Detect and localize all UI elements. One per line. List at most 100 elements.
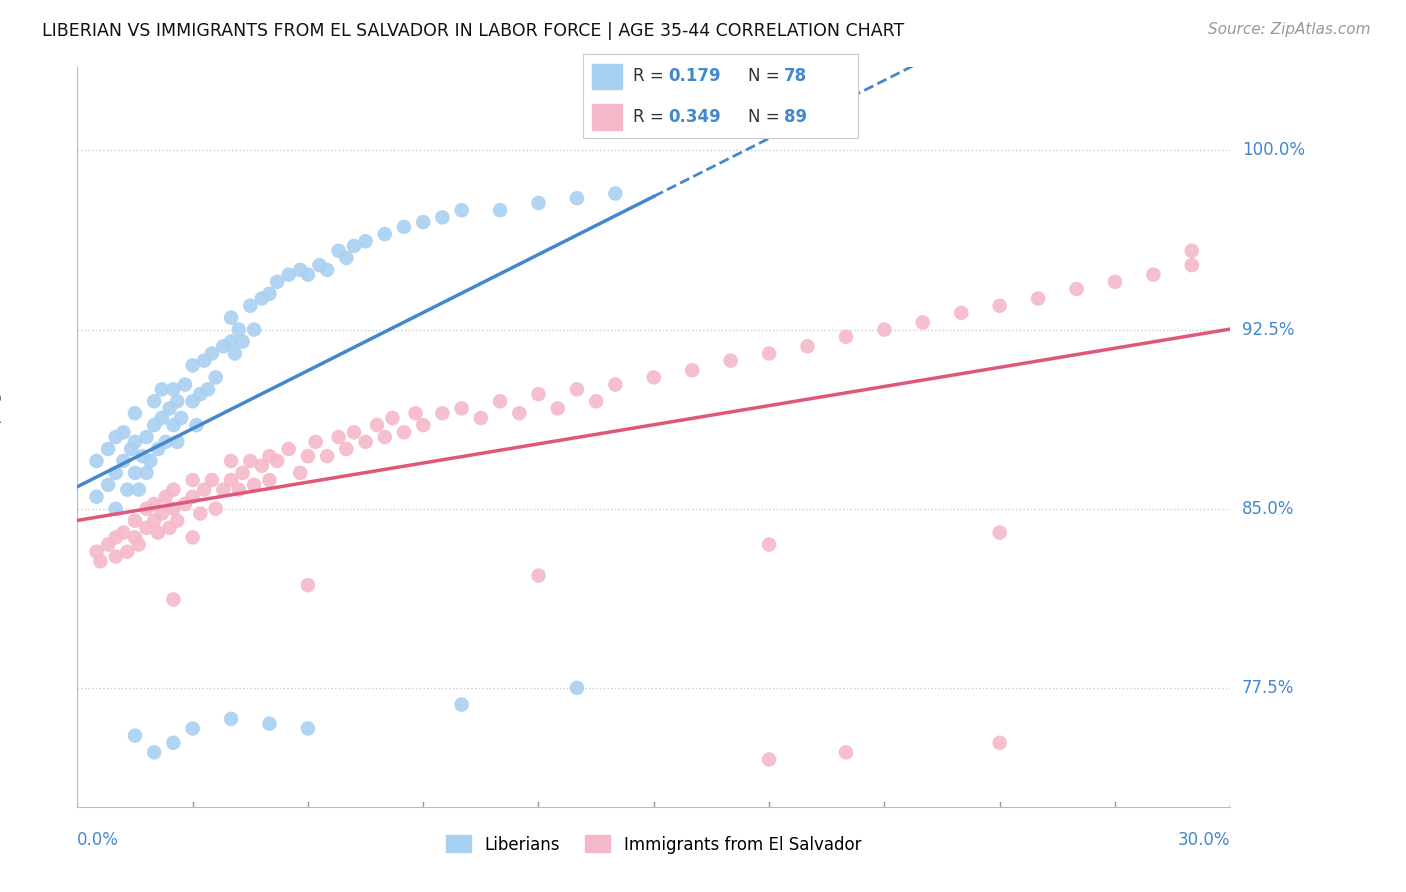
Point: [290, 263, 312, 277]
Point: [188, 387, 211, 401]
Point: [143, 514, 166, 528]
Point: [139, 454, 162, 468]
Point: [392, 219, 415, 234]
Point: [212, 483, 235, 497]
Point: [277, 268, 299, 282]
Point: [565, 382, 588, 396]
Point: [1181, 258, 1204, 272]
Point: [104, 466, 127, 480]
Point: [162, 483, 184, 497]
Point: [527, 568, 550, 582]
Point: [193, 483, 215, 497]
Point: [112, 454, 135, 468]
Point: [950, 306, 973, 320]
Text: LIBERIAN VS IMMIGRANTS FROM EL SALVADOR IN LABOR FORCE | AGE 35-44 CORRELATION C: LIBERIAN VS IMMIGRANTS FROM EL SALVADOR …: [42, 22, 904, 40]
Point: [219, 310, 242, 325]
Point: [911, 315, 934, 329]
Point: [412, 418, 434, 433]
Point: [259, 716, 281, 731]
Point: [228, 323, 250, 337]
Point: [259, 449, 281, 463]
Point: [162, 501, 184, 516]
Point: [104, 549, 127, 564]
Point: [162, 382, 184, 396]
Point: [224, 346, 246, 360]
Point: [201, 473, 224, 487]
Point: [450, 401, 472, 416]
Point: [212, 339, 235, 353]
Text: 0.179: 0.179: [668, 68, 721, 86]
Point: [97, 478, 120, 492]
Point: [354, 434, 377, 449]
Point: [290, 466, 312, 480]
Point: [758, 537, 780, 551]
Text: In Labor Force | Age 35-44: In Labor Force | Age 35-44: [0, 327, 1, 547]
Point: [527, 387, 550, 401]
Point: [259, 286, 281, 301]
Point: [297, 578, 319, 592]
Point: [681, 363, 703, 377]
Point: [204, 501, 226, 516]
Point: [335, 251, 357, 265]
Point: [86, 454, 108, 468]
Point: [988, 736, 1011, 750]
Point: [181, 722, 204, 736]
Point: [186, 418, 208, 433]
Point: [316, 449, 339, 463]
Point: [162, 736, 184, 750]
Point: [250, 458, 273, 473]
Legend: Liberians, Immigrants from El Salvador: Liberians, Immigrants from El Salvador: [439, 827, 869, 862]
Point: [297, 268, 319, 282]
Text: 0.349: 0.349: [668, 108, 721, 126]
Point: [643, 370, 665, 384]
Point: [219, 454, 242, 468]
Point: [128, 483, 150, 497]
Point: [297, 722, 319, 736]
Point: [1066, 282, 1088, 296]
Point: [266, 275, 288, 289]
Point: [97, 442, 120, 456]
Text: 77.5%: 77.5%: [1241, 679, 1294, 697]
Point: [112, 425, 135, 440]
Point: [232, 466, 254, 480]
Point: [796, 339, 818, 353]
Point: [259, 473, 281, 487]
Point: [432, 406, 454, 420]
Text: R =: R =: [633, 108, 669, 126]
Point: [374, 430, 396, 444]
Point: [159, 521, 181, 535]
Point: [86, 490, 108, 504]
Point: [124, 466, 146, 480]
Point: [135, 501, 157, 516]
Point: [565, 681, 588, 695]
Point: [1142, 268, 1164, 282]
Point: [188, 507, 211, 521]
Point: [489, 394, 512, 409]
Point: [143, 497, 166, 511]
Text: N =: N =: [748, 68, 785, 86]
Point: [159, 401, 181, 416]
Point: [277, 442, 299, 456]
Point: [335, 442, 357, 456]
Text: 100.0%: 100.0%: [1241, 142, 1305, 160]
Point: [547, 401, 569, 416]
Text: R =: R =: [633, 68, 669, 86]
Point: [835, 330, 858, 344]
Point: [366, 418, 388, 433]
Point: [250, 292, 273, 306]
Point: [1026, 292, 1049, 306]
Bar: [592, 104, 621, 130]
Point: [170, 411, 193, 425]
Point: [1104, 275, 1126, 289]
Point: [174, 377, 197, 392]
Point: [181, 473, 204, 487]
Point: [565, 191, 588, 205]
Point: [86, 545, 108, 559]
Point: [124, 406, 146, 420]
Point: [193, 353, 215, 368]
Point: [1181, 244, 1204, 258]
Text: 30.0%: 30.0%: [1178, 831, 1230, 849]
Point: [232, 334, 254, 349]
Point: [450, 698, 472, 712]
Point: [412, 215, 434, 229]
